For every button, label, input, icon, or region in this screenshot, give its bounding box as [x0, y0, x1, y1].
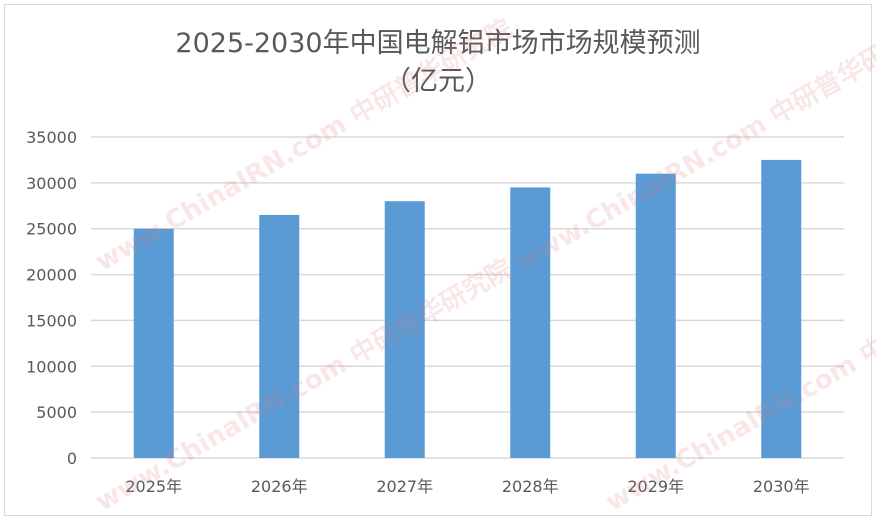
chart-area: 2025-2030年中国电解铝市场市场规模预测 （亿元） 0 5000 10000 1…: [4, 4, 876, 518]
bar: [133, 228, 174, 458]
y-tick-label: 10000: [26, 357, 77, 376]
bar: [510, 187, 551, 458]
y-tick-label: 20000: [26, 266, 77, 285]
bar: [761, 159, 802, 458]
plot-area: 0 5000 10000 15000 20000 25000 30000 35000 2025年…: [26, 128, 844, 496]
bar: [384, 201, 425, 458]
chart-subtitle: （亿元）: [384, 66, 492, 97]
y-tick-label: 25000: [26, 220, 77, 239]
x-tick-label: 2026年: [251, 477, 308, 496]
bar: [635, 173, 676, 458]
y-tick-label: 5000: [36, 403, 77, 422]
x-tick-label: 2028年: [502, 477, 559, 496]
y-tick-label: 0: [67, 449, 77, 468]
x-tick-label: 2027年: [376, 477, 433, 496]
y-tick-label: 15000: [26, 311, 77, 330]
bar: [259, 214, 300, 458]
y-tick-label: 35000: [26, 128, 77, 147]
x-tick-label: 2029年: [627, 477, 684, 496]
x-tick-label: 2025年: [125, 477, 182, 496]
x-tick-label: 2030年: [753, 477, 810, 496]
chart-title: 2025-2030年中国电解铝市场市场规模预测: [175, 28, 701, 59]
y-tick-label: 30000: [26, 174, 77, 193]
